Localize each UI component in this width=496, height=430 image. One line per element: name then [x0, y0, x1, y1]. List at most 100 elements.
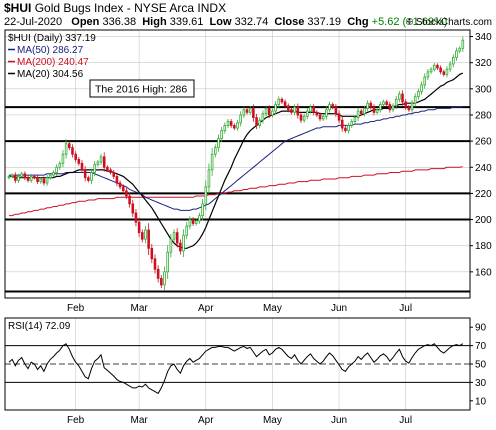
y-tick-label-300: 300 — [475, 84, 492, 95]
rsi-y-axis: 10 30 50 70 90 — [470, 323, 487, 407]
bar-body-110 — [356, 110, 360, 118]
bar-body-122 — [394, 98, 398, 107]
annotation-box — [89, 79, 195, 98]
legend-item-0: MA(50) 286.27 — [17, 45, 84, 56]
bar-body-92 — [299, 114, 303, 121]
bar-body-62 — [204, 186, 208, 205]
bar-body-99 — [321, 115, 325, 120]
bar-body-32 — [109, 169, 112, 173]
bar-body-135 — [436, 64, 439, 69]
rsi-x-label-Feb: Feb — [67, 415, 85, 426]
bar-body-29 — [99, 156, 103, 163]
bar-body-118 — [382, 101, 385, 105]
bar-body-107 — [347, 125, 350, 132]
rsi-legend-label: RSI(14) 72.09 — [8, 321, 71, 332]
bar-body-20 — [71, 147, 74, 155]
x-label-Feb: Feb — [67, 303, 85, 314]
bar-body-82 — [267, 108, 271, 116]
bar-body-69 — [226, 121, 230, 126]
bar-body-116 — [375, 109, 379, 113]
bar-body-57 — [188, 219, 192, 227]
bar-body-105 — [340, 119, 344, 129]
bar-body-130 — [420, 84, 423, 92]
bar-body-66 — [217, 138, 220, 149]
bar-body-48 — [160, 277, 163, 286]
bar-body-114 — [369, 102, 373, 108]
ma200-line — [9, 166, 463, 217]
bar-body-113 — [366, 102, 369, 109]
rsi-y-tick-label-50: 50 — [475, 360, 487, 371]
bar-body-124 — [401, 93, 404, 103]
bar-body-85 — [277, 98, 281, 105]
bar-body-24 — [83, 169, 87, 179]
bar-body-40 — [134, 212, 138, 223]
bar-body-74 — [242, 109, 246, 116]
rsi-x-label-May: May — [263, 415, 282, 426]
bar-body-143 — [461, 39, 465, 49]
rsi-y-tick-label-10: 10 — [475, 396, 487, 407]
bar-body-72 — [236, 122, 239, 129]
bar-body-34 — [115, 176, 119, 184]
bar-body-128 — [413, 96, 417, 104]
bar-body-126 — [407, 106, 411, 111]
legend-title: $HUI (Daily) 337.19 — [8, 33, 96, 44]
x-label-Jul: Jul — [399, 303, 412, 314]
bar-body-94 — [306, 110, 309, 117]
bar-body-42 — [141, 232, 144, 240]
bar-body-70 — [229, 121, 233, 126]
bar-body-139 — [448, 63, 452, 70]
y-tick-label-320: 320 — [475, 58, 492, 69]
bar-body-3 — [17, 176, 20, 181]
bar-body-38 — [128, 195, 131, 205]
bar-body-140 — [452, 57, 455, 65]
support-resistance-lines — [5, 106, 470, 293]
bar-body-90 — [293, 106, 296, 113]
bar-body-88 — [286, 105, 290, 111]
bar-body-117 — [379, 104, 382, 111]
bar-body-77 — [252, 108, 255, 118]
bar-body-63 — [207, 169, 211, 188]
bar-body-76 — [248, 108, 252, 113]
bar-body-31 — [106, 166, 109, 171]
bar-body-125 — [404, 101, 407, 108]
bar-body-109 — [353, 117, 357, 122]
y-tick-label-280: 280 — [475, 110, 492, 121]
bar-body-35 — [118, 182, 122, 188]
bar-body-137 — [442, 71, 446, 75]
bar-body-23 — [80, 162, 84, 171]
bar-body-103 — [334, 106, 338, 115]
rsi-y-tick-label-30: 30 — [475, 378, 487, 389]
bar-body-141 — [455, 50, 458, 58]
legend-item-1: MA(200) 240.47 — [17, 57, 89, 68]
bar-body-22 — [77, 159, 81, 164]
bar-body-127 — [410, 102, 414, 111]
annotation-2016-high: The 2016 High: 286 — [89, 79, 195, 98]
rsi-x-label-Mar: Mar — [131, 415, 149, 426]
bar-body-106 — [344, 127, 347, 132]
rsi-panel-frame — [4, 317, 471, 411]
bar-body-53 — [175, 232, 179, 244]
bar-body-25 — [87, 177, 90, 181]
bar-body-84 — [274, 104, 277, 112]
bar-body-96 — [312, 106, 315, 113]
ma20-line — [9, 72, 464, 249]
y-tick-label-200: 200 — [475, 215, 492, 226]
bar-body-136 — [439, 67, 442, 73]
bar-body-115 — [372, 106, 376, 113]
bar-body-1 — [10, 174, 14, 177]
rsi-x-label-Jul: Jul — [399, 415, 412, 426]
x-label-Apr: Apr — [198, 303, 214, 314]
bar-body-83 — [271, 110, 274, 116]
bar-body-80 — [261, 113, 265, 121]
bar-body-64 — [210, 153, 214, 171]
high-label: High — [142, 16, 167, 28]
bar-body-14 — [52, 172, 55, 176]
price-x-axis: Feb Mar Apr May Jun Jul — [67, 303, 412, 314]
bar-body-73 — [239, 114, 242, 124]
copyright: © StockCharts.com — [405, 17, 492, 28]
bar-body-49 — [163, 271, 166, 286]
bar-body-129 — [417, 91, 420, 98]
close-value: 337.19 — [307, 16, 342, 28]
bar-body-0 — [7, 176, 11, 179]
bar-body-19 — [68, 143, 71, 149]
